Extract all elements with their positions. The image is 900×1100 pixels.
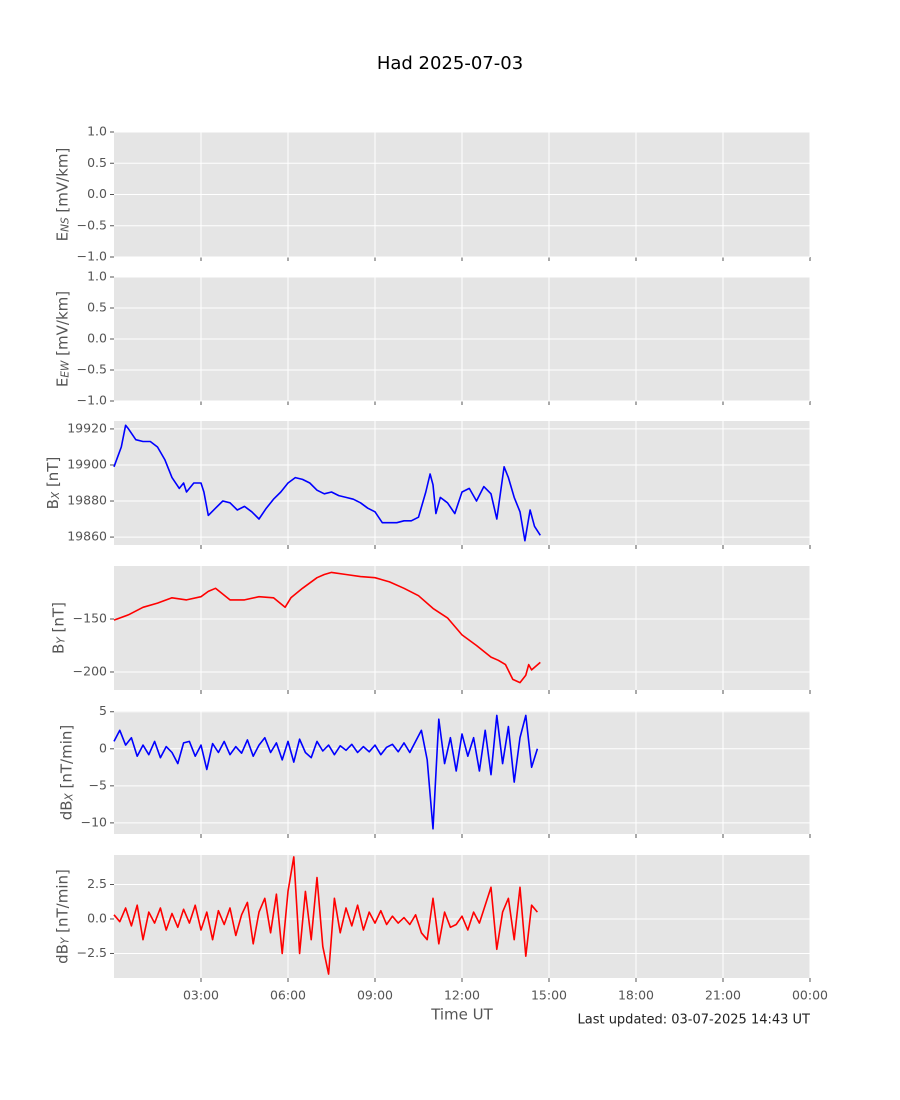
y-tick-label: −0.5 bbox=[77, 362, 107, 377]
y-tick-label: −0.5 bbox=[77, 217, 107, 232]
y-tick-label: 19860 bbox=[67, 529, 107, 544]
update-note: Last updated: 03-07-2025 14:43 UT bbox=[577, 1013, 810, 1028]
y-axis-label: dBY [nT/min] bbox=[53, 869, 72, 964]
y-tick-label: 1.0 bbox=[87, 124, 107, 139]
y-tick-label: 19880 bbox=[67, 493, 107, 508]
x-tick-label: 12:00 bbox=[444, 988, 480, 1003]
y-label-unit: [mV/km] bbox=[53, 148, 71, 218]
x-axis-label: Time UT bbox=[430, 1006, 493, 1024]
x-tick-label: 15:00 bbox=[531, 988, 567, 1003]
y-tick-label: −10 bbox=[81, 814, 107, 829]
x-tick-label: 09:00 bbox=[357, 988, 393, 1003]
y-tick-label: 5 bbox=[99, 703, 107, 718]
y-tick-label: 2.5 bbox=[87, 876, 107, 891]
data-line bbox=[113, 424, 541, 542]
y-axis-label: BY [nT] bbox=[49, 602, 68, 654]
data-line bbox=[113, 714, 539, 830]
y-label-sub: Y bbox=[56, 636, 68, 644]
y-label-unit: [nT] bbox=[49, 602, 67, 637]
y-tick-label: 0.0 bbox=[87, 910, 107, 925]
x-tick-label: 03:00 bbox=[183, 988, 219, 1003]
x-tick-label: 18:00 bbox=[618, 988, 654, 1003]
y-tick-label: −5 bbox=[89, 777, 107, 792]
y-label-main: B bbox=[49, 644, 67, 654]
y-label-unit: [mV/km] bbox=[53, 291, 71, 361]
data-line bbox=[113, 856, 539, 975]
y-axis-label: dBX [nT/min] bbox=[57, 725, 76, 821]
y-tick-label: 1.0 bbox=[87, 269, 107, 284]
y-tick-label: 0 bbox=[99, 740, 107, 755]
y-label-sub: X bbox=[64, 792, 76, 801]
y-axis-label: EEW [mV/km] bbox=[53, 291, 72, 387]
x-tick-label: 00:00 bbox=[792, 988, 828, 1003]
y-axis-label: ENS [mV/km] bbox=[53, 148, 72, 242]
y-label-sub: EW bbox=[60, 360, 72, 378]
y-label-sub: X bbox=[50, 491, 62, 500]
y-tick-label: 0.5 bbox=[87, 300, 107, 315]
y-label-main: E bbox=[53, 378, 71, 387]
y-axis-label: BX [nT] bbox=[44, 457, 63, 510]
y-label-sub: NS bbox=[60, 217, 72, 232]
y-tick-label: 0.0 bbox=[87, 331, 107, 346]
y-tick-label: −200 bbox=[73, 663, 107, 678]
y-tick-label: 19920 bbox=[67, 420, 107, 435]
y-label-main: dB bbox=[57, 800, 75, 820]
y-tick-label: −1.0 bbox=[77, 393, 107, 408]
data-line bbox=[113, 571, 541, 684]
y-tick-label: −2.5 bbox=[77, 945, 107, 960]
y-tick-label: −1.0 bbox=[77, 249, 107, 264]
y-label-main: B bbox=[44, 499, 62, 509]
y-label-unit: [nT/min] bbox=[53, 869, 71, 937]
y-label-sub: Y bbox=[60, 936, 72, 944]
x-tick-label: 21:00 bbox=[705, 988, 741, 1003]
y-label-unit: [nT] bbox=[44, 457, 62, 492]
y-tick-label: 19900 bbox=[67, 456, 107, 471]
y-tick-label: −150 bbox=[73, 610, 107, 625]
y-tick-label: 0.5 bbox=[87, 155, 107, 170]
y-tick-label: 0.0 bbox=[87, 186, 107, 201]
x-tick-label: 06:00 bbox=[270, 988, 306, 1003]
y-label-main: E bbox=[53, 232, 71, 241]
y-label-main: dB bbox=[53, 944, 71, 964]
y-label-unit: [nT/min] bbox=[57, 725, 75, 793]
figure-title: Had 2025-07-03 bbox=[377, 53, 523, 74]
